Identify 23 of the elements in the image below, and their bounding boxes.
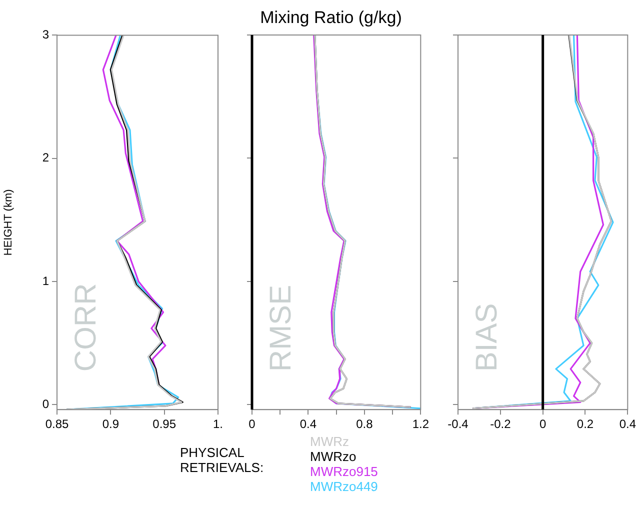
y-axis-title: HEIGHT (km)	[2, 189, 15, 256]
x-tick-label: 0	[248, 417, 256, 432]
x-tick-label: -0.4	[448, 417, 469, 432]
x-tick-label: 1.	[212, 417, 224, 432]
x-tick-label: -0.2	[490, 417, 512, 432]
text: MWRzo915	[310, 464, 378, 479]
x-tick-label: 0.8	[356, 417, 374, 432]
legend-title: PHYSICAL RETRIEVALS:	[180, 445, 265, 477]
chart-title: Mixing Ratio (g/kg)	[259, 8, 403, 28]
x-tick-label: 0	[539, 417, 546, 432]
x-tick-label: 0.9	[102, 417, 120, 432]
y-tick-label: 0	[42, 396, 50, 411]
x-tick-label: 0.95	[152, 417, 176, 432]
x-tick-label: 0.4	[619, 417, 636, 432]
y-tick-label: 1	[42, 274, 50, 288]
x-tick-label: 0.2	[576, 417, 594, 432]
y-tick-label: 2	[42, 150, 50, 165]
y-tick-label: 3	[42, 28, 50, 42]
x-tick-label: 1.2	[412, 417, 430, 432]
x-tick-label: 0.85	[45, 417, 69, 432]
text: MWRzo449	[310, 479, 378, 494]
x-tick-label: 0.4	[300, 417, 317, 432]
text: MWRzo	[310, 449, 358, 464]
